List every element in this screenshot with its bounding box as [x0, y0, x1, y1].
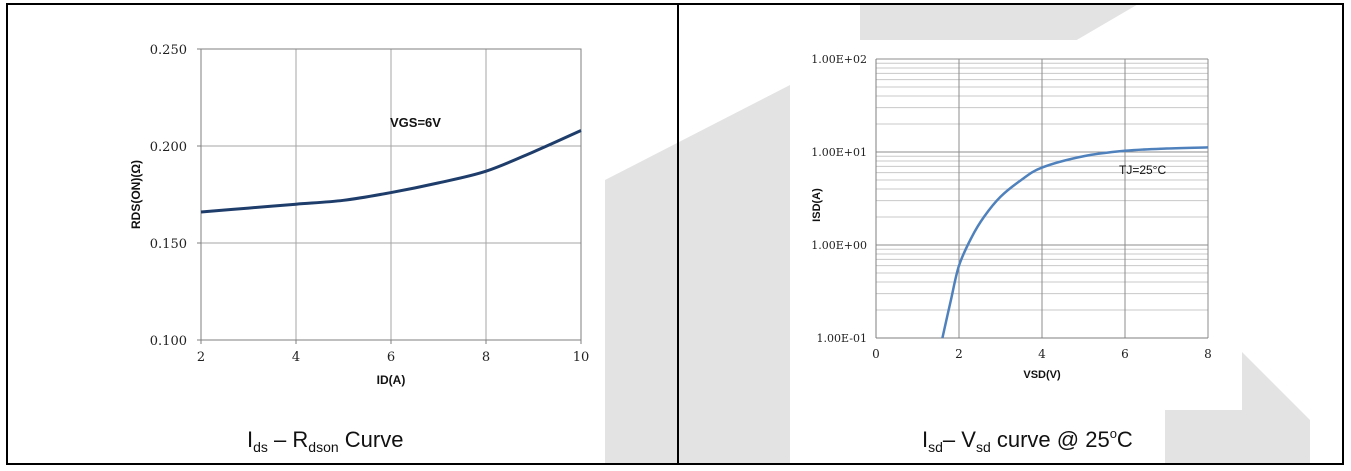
y-axis-label: ISD(A) — [811, 188, 823, 222]
column-divider — [677, 3, 679, 465]
x-tick-label: 2 — [197, 350, 205, 365]
x-tick-label: 2 — [955, 347, 963, 361]
y-tick-label: 1.00E+02 — [811, 53, 867, 66]
x-tick-label: 8 — [1204, 347, 1212, 361]
x-axis-label: VSD(V) — [1023, 369, 1061, 381]
chart-annotation: VGS=6V — [390, 115, 441, 130]
y-tick-label: 1.00E-01 — [817, 332, 867, 345]
x-tick-label: 0 — [872, 347, 880, 361]
y-tick-label: 1.00E+01 — [811, 146, 867, 159]
x-tick-label: 4 — [1038, 347, 1046, 361]
y-tick-label: 1.00E+00 — [811, 239, 867, 252]
x-tick-label: 10 — [573, 350, 590, 365]
y-tick-label: 0.100 — [150, 334, 187, 349]
series-line — [941, 146, 1209, 339]
x-tick-label: 8 — [482, 350, 490, 365]
y-tick-label: 0.200 — [150, 140, 187, 155]
chart-background — [792, 40, 1242, 410]
series-line — [200, 129, 582, 214]
isd-chart: 0 2 4 6 8 1.00E-01 1.00E+00 1.00E+01 1.00E+02 VSD… — [792, 40, 1242, 410]
rdson-chart: 2 4 6 8 10 0.100 0.150 0.200 0.250 ID(A) RDS(ON)(Ω… — [129, 43, 590, 387]
chart-annotation: TJ=25°C — [1119, 163, 1166, 177]
left-caption: Ids – Rdson Curve — [247, 427, 404, 455]
y-tick-label: 0.150 — [150, 237, 187, 252]
x-tick-label: 6 — [387, 350, 395, 365]
x-axis-label: ID(A) — [377, 373, 406, 387]
table-frame — [6, 3, 1344, 465]
x-tick-label: 6 — [1121, 347, 1129, 361]
x-tick-label: 4 — [292, 350, 300, 365]
y-axis-label: RDS(ON)(Ω) — [129, 160, 143, 229]
y-tick-label: 0.250 — [150, 43, 187, 58]
right-caption: Isd– Vsd curve @ 25oC — [922, 426, 1133, 455]
